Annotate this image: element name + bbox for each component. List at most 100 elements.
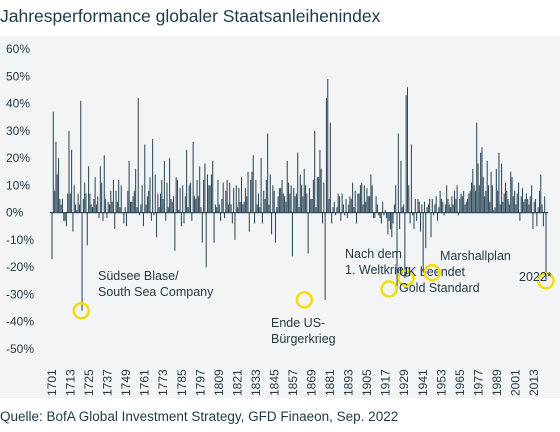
bar — [169, 158, 171, 213]
bar — [142, 212, 145, 227]
bar — [200, 207, 202, 213]
bar — [318, 177, 320, 213]
bar — [367, 196, 369, 213]
bar — [444, 204, 446, 213]
bar — [527, 199, 529, 213]
bar — [447, 199, 449, 213]
bar — [446, 185, 448, 213]
x-tick-label: 1785 — [175, 369, 189, 396]
bar — [264, 199, 266, 213]
bar — [195, 199, 197, 213]
bar — [174, 212, 176, 251]
bar — [86, 212, 88, 246]
bar — [416, 212, 418, 221]
bar — [150, 212, 152, 221]
bar — [210, 174, 212, 213]
bar — [434, 204, 436, 213]
bar — [135, 169, 137, 213]
bar — [65, 212, 67, 227]
bar — [61, 199, 63, 213]
bar — [327, 79, 329, 213]
x-tick-label: 1917 — [379, 369, 393, 396]
bar — [303, 169, 305, 213]
bar — [537, 207, 539, 213]
bar — [84, 182, 86, 213]
bar — [213, 212, 215, 243]
bar — [141, 185, 143, 213]
bar — [448, 204, 450, 213]
bar — [72, 212, 74, 232]
bar — [396, 212, 398, 289]
bar — [349, 196, 351, 213]
bar — [221, 199, 223, 213]
event-label: Marshallplan — [440, 249, 511, 263]
event-marker — [72, 302, 90, 320]
bar — [382, 201, 384, 213]
bar — [380, 212, 382, 224]
bar — [512, 196, 514, 213]
bar — [357, 193, 359, 213]
x-tick-label: 1821 — [230, 369, 244, 396]
bar — [528, 204, 530, 213]
bar — [277, 196, 279, 213]
bar — [495, 169, 497, 213]
plot-background — [0, 36, 560, 398]
bar — [463, 190, 465, 213]
bar — [214, 204, 216, 213]
bar — [295, 193, 297, 213]
bar — [324, 212, 326, 300]
bar — [218, 204, 220, 213]
bar — [510, 171, 512, 213]
bar-chart: 60% 50% 40% 30% 20% 10% 0% -10% -20% -30% -40% -50%… — [6, 42, 555, 396]
bar — [346, 212, 348, 219]
bar — [162, 199, 164, 213]
event-marker — [397, 269, 415, 287]
bar — [354, 190, 356, 213]
bar — [369, 196, 371, 213]
bar — [190, 182, 192, 213]
bar — [167, 207, 169, 213]
bar — [452, 204, 454, 213]
bar — [267, 133, 269, 213]
bar — [504, 182, 507, 213]
bar — [220, 212, 222, 221]
bar — [254, 212, 256, 224]
bar — [342, 204, 344, 213]
bar — [468, 193, 470, 213]
bar — [212, 160, 214, 213]
bar — [101, 182, 103, 213]
bar — [430, 212, 432, 238]
event-marker — [295, 291, 314, 309]
bar — [242, 204, 244, 213]
bar — [409, 212, 411, 224]
bar — [64, 212, 66, 221]
bar — [280, 188, 282, 213]
bar — [268, 204, 270, 213]
bar — [94, 177, 96, 213]
bar — [105, 199, 107, 213]
bar — [240, 177, 243, 213]
bar — [344, 212, 346, 216]
bar — [421, 204, 423, 213]
bar — [111, 201, 113, 213]
bar — [456, 185, 458, 213]
bar — [319, 149, 321, 213]
bar — [480, 152, 482, 213]
bar — [186, 149, 188, 213]
x-tick-label: 1905 — [360, 369, 374, 396]
bar — [146, 196, 148, 213]
bar — [301, 185, 303, 213]
bar — [395, 185, 397, 213]
bar — [420, 212, 422, 232]
bar — [523, 201, 525, 213]
bar — [260, 158, 262, 213]
bar — [285, 201, 287, 213]
bar — [259, 207, 261, 213]
x-tick-label: 1761 — [138, 369, 152, 396]
bar — [544, 196, 546, 213]
bar — [234, 212, 236, 240]
bar — [473, 185, 475, 213]
bar — [139, 212, 141, 216]
bar — [248, 212, 250, 232]
bar — [192, 141, 194, 213]
